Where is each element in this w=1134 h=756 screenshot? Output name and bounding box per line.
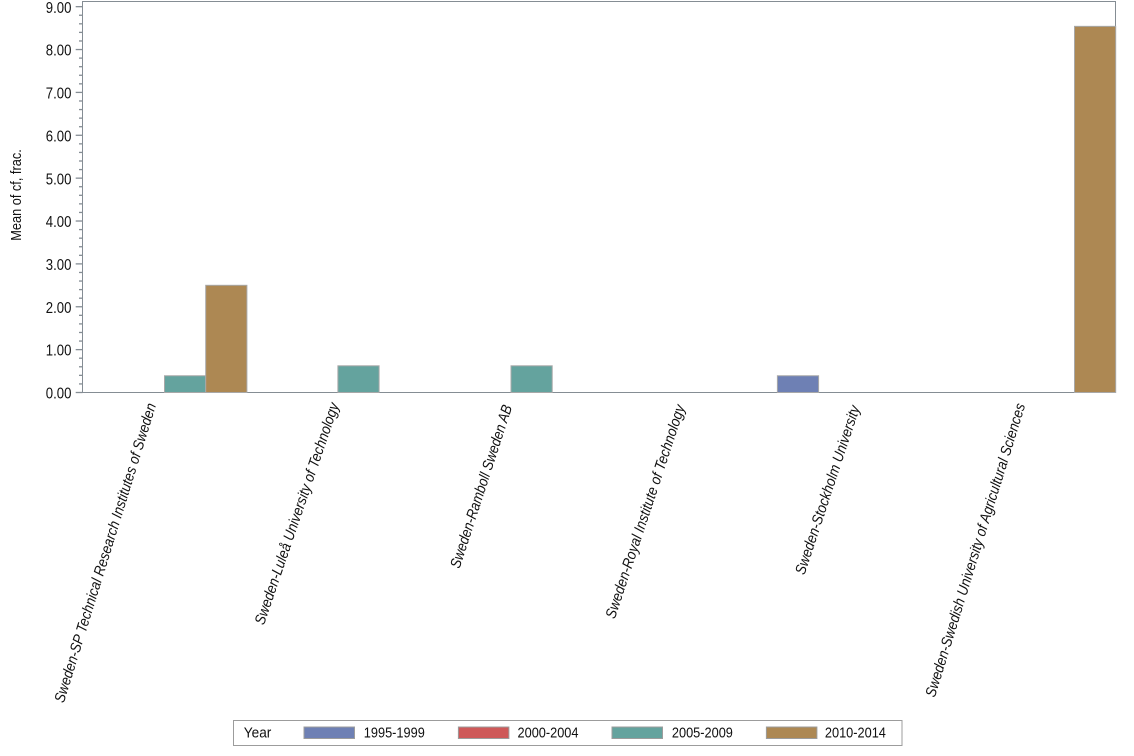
svg-text:2.00: 2.00 bbox=[46, 300, 72, 317]
svg-text:2005-2009: 2005-2009 bbox=[672, 725, 733, 742]
svg-text:7.00: 7.00 bbox=[46, 86, 72, 103]
svg-text:9.00: 9.00 bbox=[46, 0, 72, 17]
svg-text:5.00: 5.00 bbox=[46, 171, 72, 188]
svg-text:3.00: 3.00 bbox=[46, 257, 72, 274]
svg-text:1995-1999: 1995-1999 bbox=[364, 725, 425, 742]
svg-text:8.00: 8.00 bbox=[46, 43, 72, 60]
svg-text:2010-2014: 2010-2014 bbox=[825, 725, 886, 742]
svg-text:0.00: 0.00 bbox=[46, 386, 72, 403]
svg-text:1.00: 1.00 bbox=[46, 343, 72, 360]
svg-text:Mean of cf, frac.: Mean of cf, frac. bbox=[8, 149, 25, 241]
svg-text:Year: Year bbox=[244, 725, 271, 742]
svg-text:6.00: 6.00 bbox=[46, 128, 72, 145]
svg-text:4.00: 4.00 bbox=[46, 214, 72, 231]
svg-text:2000-2004: 2000-2004 bbox=[518, 725, 579, 742]
